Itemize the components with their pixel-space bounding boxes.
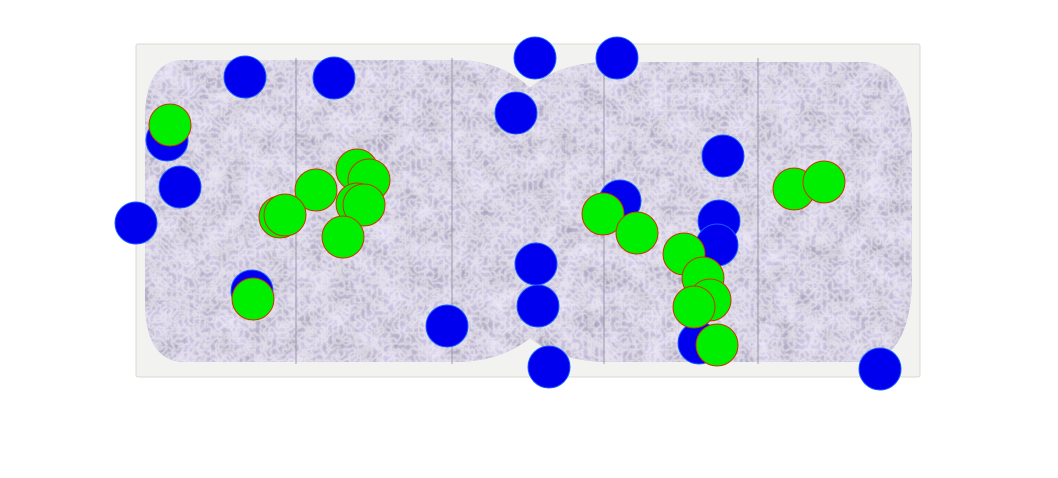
green-marker	[321, 215, 365, 259]
blue-marker	[312, 56, 356, 100]
green-marker	[581, 192, 625, 236]
blue-marker	[516, 284, 560, 328]
blue-markers	[114, 36, 902, 391]
green-marker	[615, 211, 659, 255]
green-marker	[672, 285, 716, 329]
blue-marker	[494, 91, 538, 135]
green-markers	[148, 103, 846, 367]
blue-marker	[425, 304, 469, 348]
blue-marker	[595, 36, 639, 80]
blue-marker	[514, 242, 558, 286]
green-marker	[342, 183, 386, 227]
blue-marker	[701, 134, 745, 178]
green-marker	[802, 160, 846, 204]
green-marker	[148, 103, 192, 147]
green-marker	[294, 168, 338, 212]
green-marker	[695, 323, 739, 367]
blue-marker	[158, 165, 202, 209]
blue-marker	[513, 36, 557, 80]
blue-marker	[527, 345, 571, 389]
green-marker	[263, 193, 307, 237]
blue-marker	[858, 347, 902, 391]
blue-marker	[223, 55, 267, 99]
green-marker	[231, 277, 275, 321]
blue-marker	[114, 201, 158, 245]
